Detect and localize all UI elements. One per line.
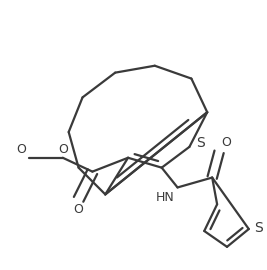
Text: O: O <box>222 136 231 149</box>
Text: O: O <box>74 203 84 216</box>
Text: HN: HN <box>156 191 174 204</box>
Text: O: O <box>17 143 26 156</box>
Text: S: S <box>196 136 205 150</box>
Text: S: S <box>254 221 263 235</box>
Text: O: O <box>58 143 68 156</box>
